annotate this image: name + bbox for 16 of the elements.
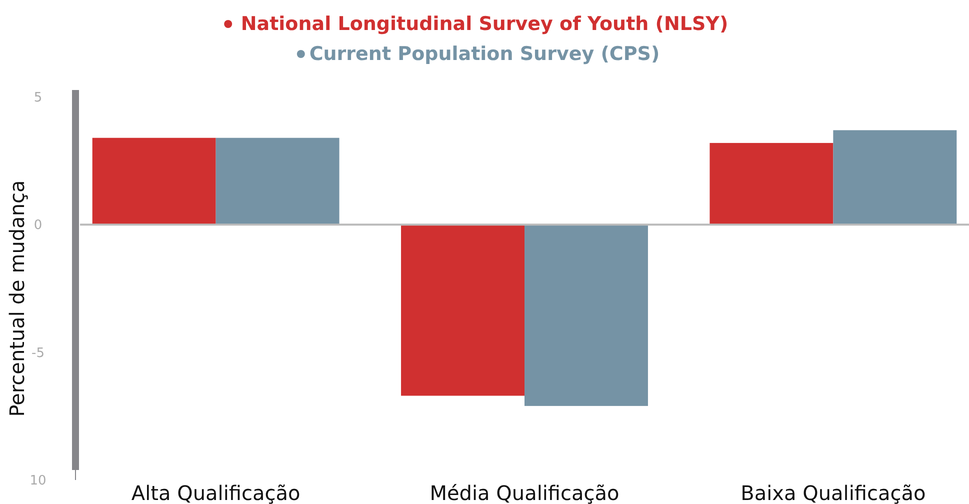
x-tick-label: Média Qualificação: [430, 481, 620, 504]
y-tick-label: -5: [32, 346, 44, 361]
legend-label: Current Population Survey (CPS): [309, 43, 660, 65]
bar: [833, 130, 957, 225]
bar: [401, 224, 524, 396]
bar: [524, 224, 648, 406]
y-tick-label: 5: [34, 90, 42, 106]
x-tick-label: Alta Qualificação: [131, 481, 300, 504]
y-tick-label: 0: [34, 218, 42, 234]
bar: [710, 142, 834, 225]
bar: [92, 138, 216, 225]
x-tick-label: Baixa Qualificação: [740, 481, 926, 504]
y-tick-label: 10: [30, 474, 46, 489]
legend-label: National Longitudinal Survey of Youth (NLSY): [240, 13, 728, 35]
y-axis-title: Percentual de mudança: [5, 180, 29, 417]
bar: [216, 138, 340, 225]
